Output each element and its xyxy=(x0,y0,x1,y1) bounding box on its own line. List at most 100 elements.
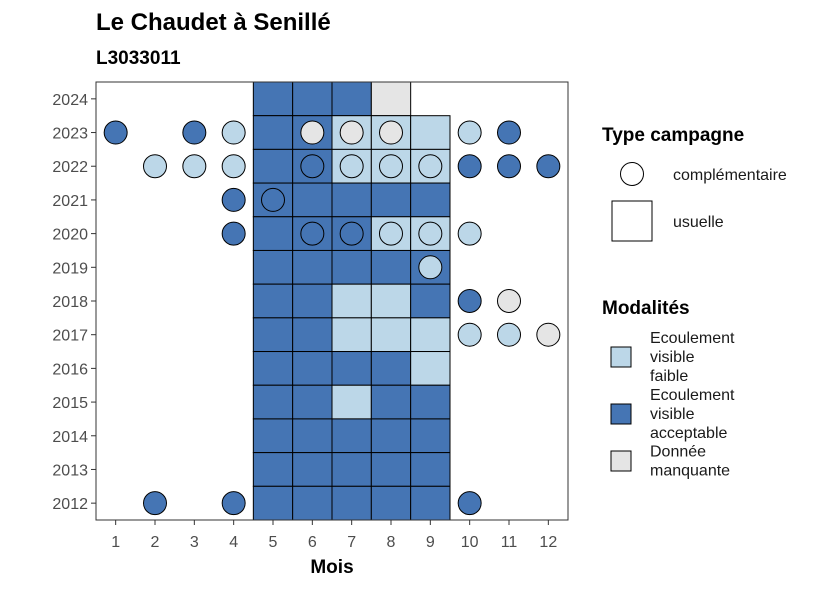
complementaire-point-2022-8 xyxy=(379,154,403,179)
complementaire-point-2020-9 xyxy=(418,221,443,246)
complementaire-point-2022-4 xyxy=(221,154,246,179)
x-tick-label: 8 xyxy=(387,534,396,551)
complementaire-point-2023-6 xyxy=(300,120,325,145)
usuelle-cell-2015-9 xyxy=(410,384,451,420)
legend-label-faible: faible xyxy=(650,368,688,385)
usuelle-cell-2017-5 xyxy=(252,317,294,353)
legend-usuelle-label: usuelle xyxy=(673,214,724,231)
usuelle-cell-2014-9 xyxy=(410,418,451,454)
x-tick-label: 1 xyxy=(111,534,120,551)
y-tick-label: 2016 xyxy=(52,361,88,378)
complementaire-point-2018-10 xyxy=(457,289,482,313)
y-tick-label: 2021 xyxy=(52,193,88,210)
usuelle-cell-2019-7 xyxy=(331,249,372,285)
x-axis: 1 2 3 4 5 6 7 8 9 10 11 12 xyxy=(111,520,557,551)
complementaire-point-2022-9 xyxy=(418,154,443,179)
complementaire-point-2023-4 xyxy=(221,120,246,145)
usuelle-cell-2017-6 xyxy=(292,317,333,353)
usuelle-cell-2022-5 xyxy=(252,148,294,184)
usuelle-cell-2014-7 xyxy=(331,418,372,454)
y-tick-label: 2022 xyxy=(52,159,88,176)
legend-label-acceptable: acceptable xyxy=(650,425,727,442)
complementaire-point-2020-10 xyxy=(457,221,482,246)
x-tick-label: 9 xyxy=(426,534,435,551)
usuelle-cell-2019-5 xyxy=(252,249,294,285)
usuelle-cell-2016-8 xyxy=(370,351,412,386)
usuelle-cell-2020-5 xyxy=(252,216,294,251)
complementaire-point-2022-7 xyxy=(339,154,364,179)
complementaire-point-2012-10 xyxy=(457,491,482,516)
complementaire-point-2022-11 xyxy=(497,154,521,179)
x-tick-label: 5 xyxy=(269,534,278,551)
usuelle-cell-2021-7 xyxy=(331,182,372,218)
legend-label-faible: Ecoulement xyxy=(650,330,735,347)
legend-key-faible xyxy=(610,346,632,368)
legend-key-acceptable xyxy=(610,403,632,425)
complementaire-point-2019-9 xyxy=(418,255,443,280)
usuelle-cell-2017-8 xyxy=(370,317,412,353)
x-tick-label: 3 xyxy=(190,534,199,551)
legend-circle-key xyxy=(620,162,644,186)
usuelle-cell-2018-6 xyxy=(292,283,333,319)
complementaire-point-2017-10 xyxy=(457,322,482,347)
y-tick-label: 2014 xyxy=(52,429,88,446)
usuelle-cell-2024-7 xyxy=(331,81,372,117)
usuelle-cell-2018-7 xyxy=(331,283,372,319)
usuelle-cell-2015-6 xyxy=(292,384,333,420)
legend-square-key xyxy=(611,200,653,242)
usuelle-cell-2013-8 xyxy=(370,452,412,487)
usuelle-cell-2021-9 xyxy=(410,182,451,218)
y-tick-label: 2013 xyxy=(52,462,88,479)
y-axis: 2012 2013 2014 2015 2016 2017 2018 2019 2020 2021… xyxy=(52,92,96,513)
complementaire-point-2020-7 xyxy=(339,221,364,246)
x-tick-label: 7 xyxy=(347,534,356,551)
legend-modalites-title: Modalités xyxy=(602,298,690,319)
y-tick-label: 2015 xyxy=(52,395,88,412)
y-tick-label: 2012 xyxy=(52,496,88,513)
y-tick-label: 2017 xyxy=(52,328,88,345)
usuelle-cell-2016-9 xyxy=(410,351,451,386)
usuelle-cell-2024-8 xyxy=(370,81,412,117)
complementaire-point-2012-4 xyxy=(221,491,246,516)
usuelle-cell-2014-6 xyxy=(292,418,333,454)
complementaire-point-2022-3 xyxy=(182,154,207,179)
legend-label-faible: visible xyxy=(650,349,695,366)
legend-type-campagne-title: Type campagne xyxy=(602,125,744,146)
usuelle-cell-2019-8 xyxy=(370,249,412,285)
usuelle-cell-2016-6 xyxy=(292,351,333,386)
complementaire-point-2023-3 xyxy=(182,120,207,145)
complementaire-point-2022-2 xyxy=(143,154,167,179)
legend-type-campagne: Type campagne complémentaire usuelle xyxy=(602,125,787,242)
usuelle-cell-2012-9 xyxy=(410,485,451,521)
usuelle-cell-2014-5 xyxy=(252,418,294,454)
complementaire-points xyxy=(103,120,561,516)
usuelle-cell-2018-8 xyxy=(370,283,412,319)
legend-label-acceptable: Ecoulement xyxy=(650,387,735,404)
complementaire-point-2023-7 xyxy=(339,120,364,145)
chart-subtitle: L3033011 xyxy=(96,48,181,69)
chart-title: Le Chaudet à Senillé xyxy=(96,9,331,36)
usuelle-cell-2013-7 xyxy=(331,452,372,487)
complementaire-point-2018-11 xyxy=(497,289,521,313)
complementaire-point-2023-11 xyxy=(497,120,521,145)
complementaire-point-2020-8 xyxy=(379,221,403,246)
legend-label-manquante: manquante xyxy=(650,463,730,480)
usuelle-cell-2019-6 xyxy=(292,249,333,285)
complementaire-point-2021-4 xyxy=(221,187,246,212)
usuelle-cell-2021-6 xyxy=(292,182,333,218)
usuelle-cell-2016-5 xyxy=(252,351,294,386)
usuelle-cell-2015-8 xyxy=(370,384,412,420)
usuelle-cell-2017-7 xyxy=(331,317,372,353)
y-tick-label: 2019 xyxy=(52,260,88,277)
usuelle-cell-2012-6 xyxy=(292,485,333,521)
complementaire-point-2022-6 xyxy=(300,154,325,179)
usuelle-cell-2013-6 xyxy=(292,452,333,487)
x-tick-label: 6 xyxy=(308,534,317,551)
usuelle-cell-2021-8 xyxy=(370,182,412,218)
complementaire-point-2012-2 xyxy=(143,491,167,516)
usuelle-cell-2016-7 xyxy=(331,351,372,386)
usuelle-cell-2013-9 xyxy=(410,452,451,487)
y-tick-label: 2018 xyxy=(52,294,88,311)
complementaire-point-2020-6 xyxy=(300,221,325,246)
